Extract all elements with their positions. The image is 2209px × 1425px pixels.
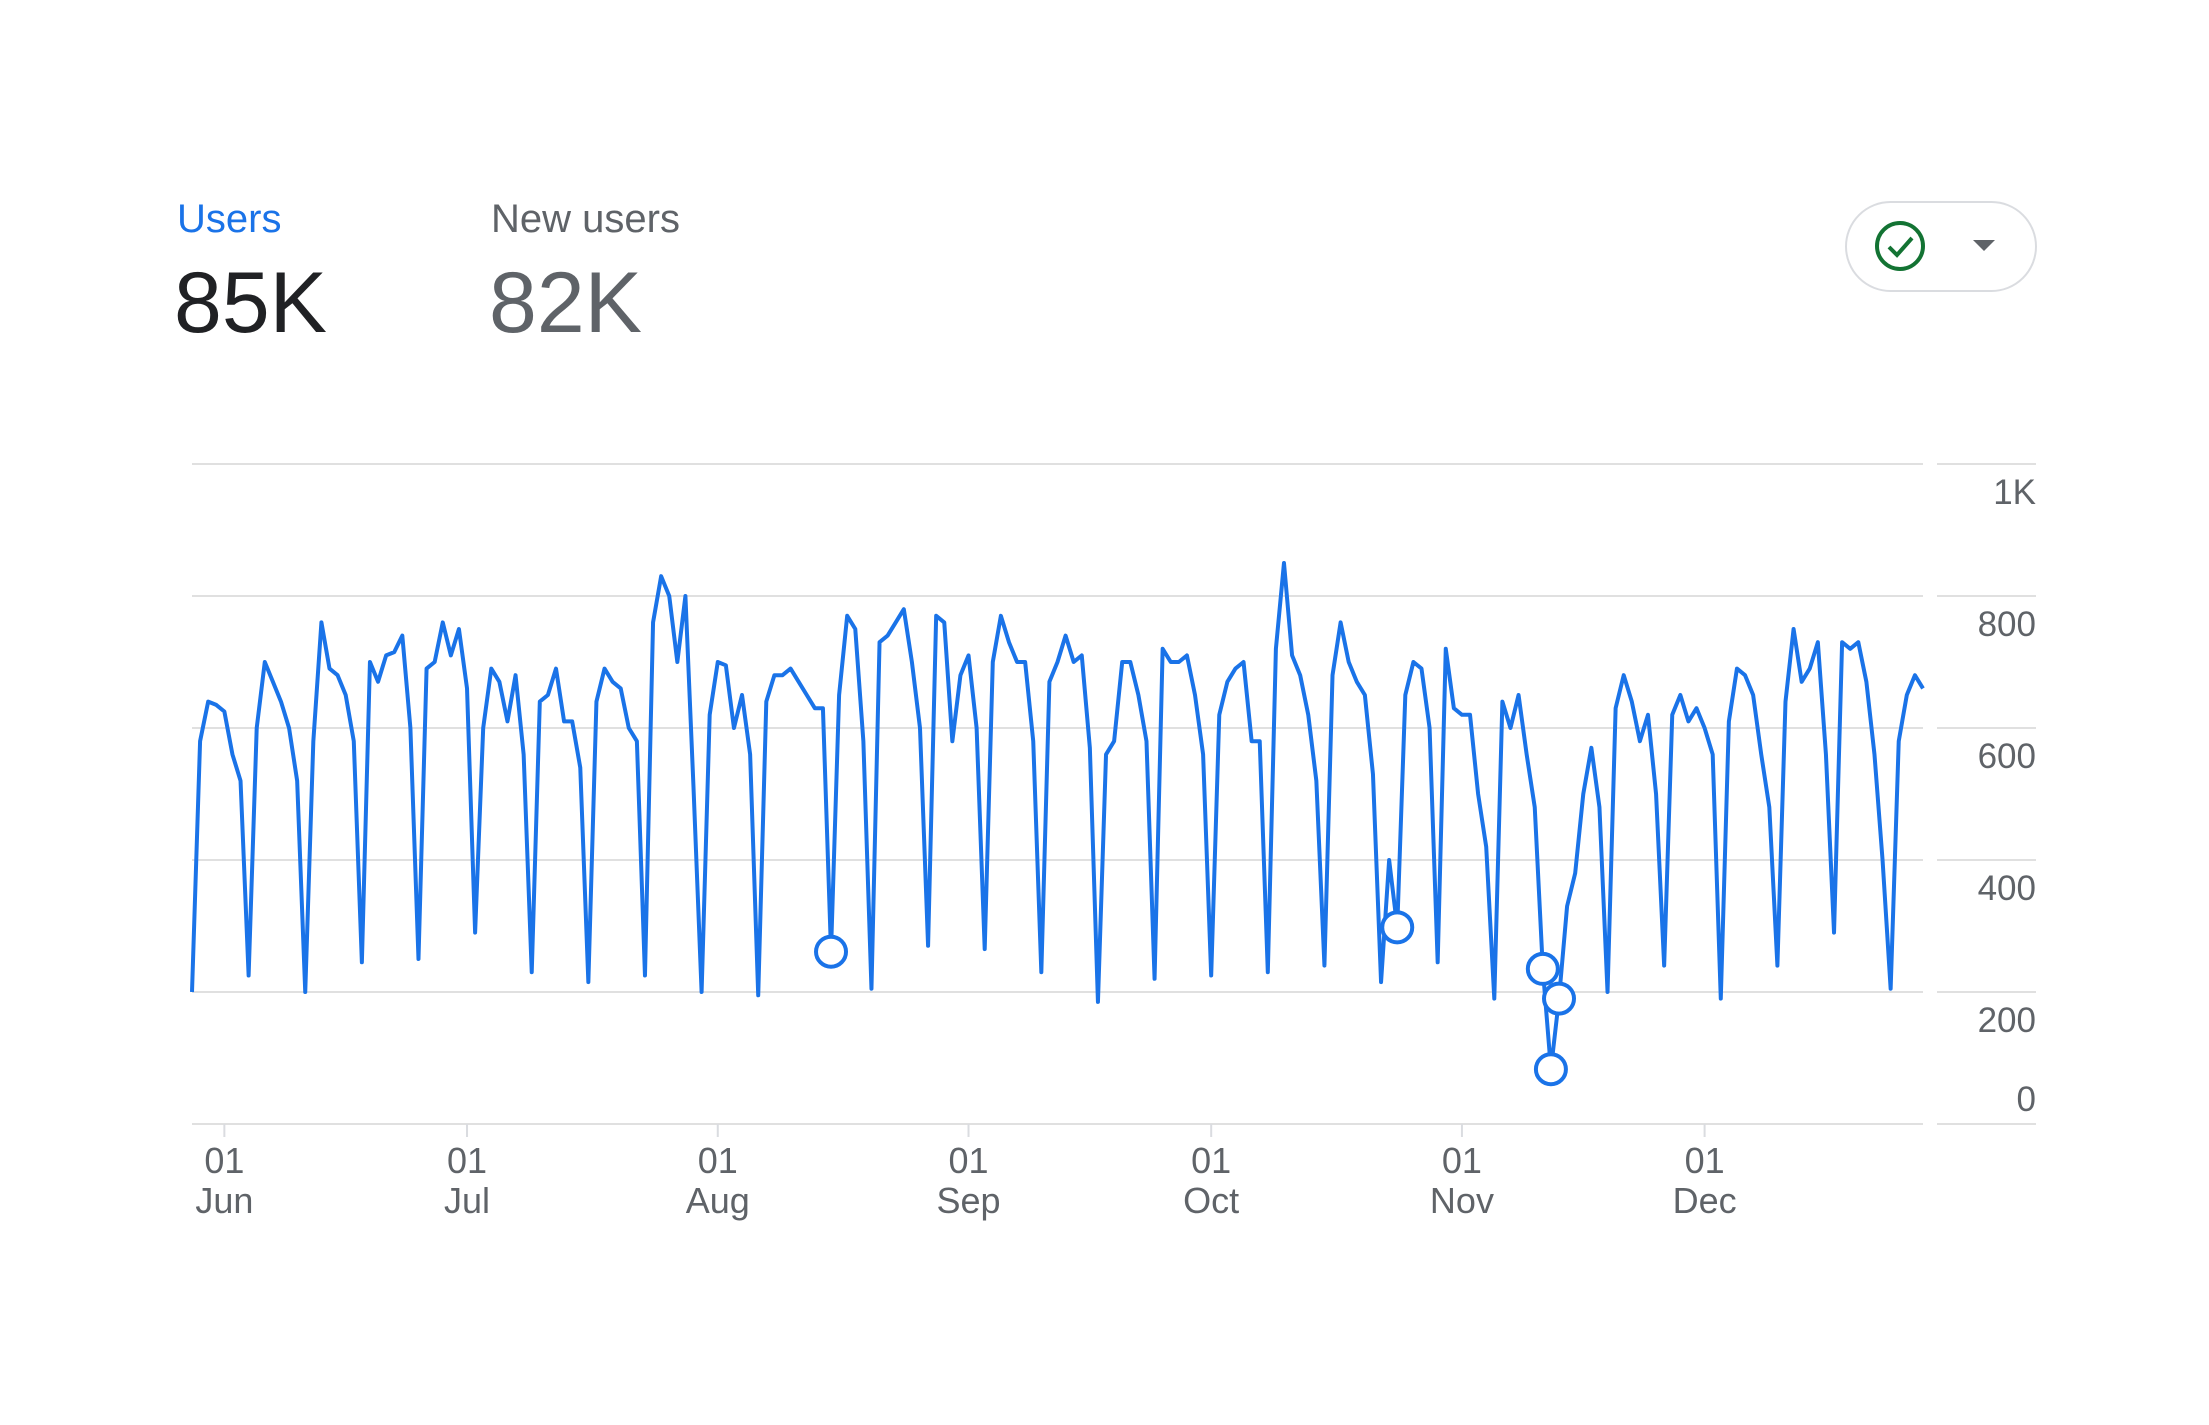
- y-tick-label: 400: [1978, 869, 2036, 908]
- x-tick-day: 01: [1191, 1140, 1231, 1181]
- y-tick-label: 200: [1978, 1001, 2036, 1040]
- metric-label[interactable]: Users: [177, 197, 281, 241]
- x-tick-month: Nov: [1430, 1180, 1494, 1221]
- x-tick-month: Jul: [444, 1180, 490, 1221]
- y-tick-label: 800: [1978, 605, 2036, 644]
- anomaly-marker: [1380, 910, 1415, 945]
- y-tick-label: 1K: [1993, 473, 2036, 512]
- anomaly-marker: [1542, 981, 1577, 1016]
- x-tick-day: 01: [1685, 1140, 1725, 1181]
- x-tick-month: Sep: [936, 1180, 1000, 1221]
- x-tick-month: Oct: [1183, 1180, 1239, 1221]
- x-tick-month: Jun: [195, 1180, 253, 1221]
- x-tick-day: 01: [204, 1140, 244, 1181]
- anomaly-marker: [1525, 951, 1560, 986]
- x-tick-day: 01: [698, 1140, 738, 1181]
- x-tick-day: 01: [1442, 1140, 1482, 1181]
- data-line: [190, 561, 1925, 1072]
- button-frame[interactable]: [1845, 201, 2037, 292]
- x-tick-day: 01: [447, 1140, 487, 1181]
- metric-value: 85K: [174, 255, 327, 351]
- y-tick-label: 600: [1978, 737, 2036, 776]
- metric-value: 82K: [489, 255, 642, 351]
- dropdown-caret: [1973, 240, 1995, 251]
- metric-label[interactable]: New users: [491, 197, 680, 241]
- check-icon: [1875, 221, 1925, 271]
- y-tick-label: 0: [2017, 1080, 2036, 1119]
- anomaly-marker: [1533, 1052, 1568, 1087]
- check-mark: [1887, 236, 1914, 258]
- x-tick-month: Dec: [1673, 1180, 1737, 1221]
- status-button[interactable]: [1845, 201, 2037, 292]
- x-tick-month: Aug: [686, 1180, 750, 1221]
- x-tick-day: 01: [948, 1140, 988, 1181]
- anomaly-marker: [814, 934, 849, 969]
